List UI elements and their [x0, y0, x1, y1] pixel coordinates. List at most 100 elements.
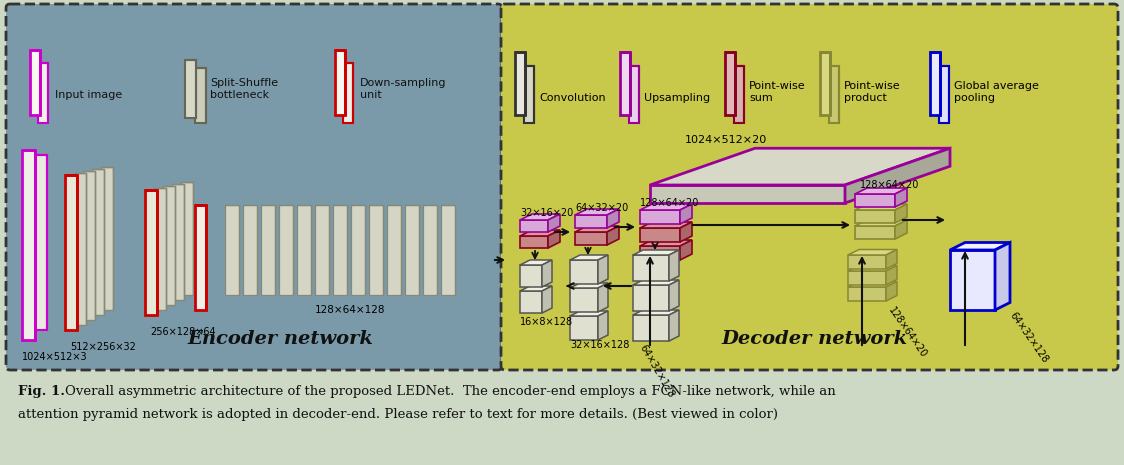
Polygon shape: [387, 205, 401, 295]
Polygon shape: [542, 260, 552, 287]
Polygon shape: [570, 311, 608, 316]
Polygon shape: [680, 240, 692, 260]
Polygon shape: [34, 155, 47, 330]
Polygon shape: [163, 186, 175, 305]
Polygon shape: [598, 283, 608, 312]
Polygon shape: [351, 205, 365, 295]
Polygon shape: [633, 315, 669, 341]
Polygon shape: [847, 271, 886, 285]
Polygon shape: [74, 173, 87, 325]
Polygon shape: [520, 291, 542, 313]
Polygon shape: [575, 215, 607, 228]
Text: Overall asymmetric architecture of the proposed LEDNet.  The encoder-end employs: Overall asymmetric architecture of the p…: [65, 385, 836, 398]
Polygon shape: [633, 280, 679, 285]
Polygon shape: [333, 205, 347, 295]
Text: Decoder network: Decoder network: [722, 330, 908, 348]
Polygon shape: [520, 265, 542, 287]
Polygon shape: [38, 63, 48, 123]
Polygon shape: [225, 205, 239, 295]
Polygon shape: [570, 288, 598, 312]
Polygon shape: [343, 63, 353, 123]
Polygon shape: [598, 255, 608, 284]
Polygon shape: [83, 171, 96, 320]
Polygon shape: [194, 68, 206, 123]
Polygon shape: [520, 230, 560, 236]
Polygon shape: [575, 232, 607, 245]
Polygon shape: [830, 66, 839, 123]
Text: 32×16×20: 32×16×20: [520, 208, 573, 218]
Text: 16×8×128: 16×8×128: [520, 317, 573, 327]
Polygon shape: [640, 228, 680, 242]
Text: 256×128×64: 256×128×64: [149, 327, 216, 337]
Polygon shape: [633, 285, 669, 311]
Polygon shape: [650, 148, 950, 185]
Text: Point-wise
product: Point-wise product: [844, 81, 900, 103]
Text: 64×32×128: 64×32×128: [638, 343, 677, 399]
Polygon shape: [441, 205, 455, 295]
Polygon shape: [633, 310, 679, 315]
Text: 64×32×20: 64×32×20: [575, 203, 628, 213]
Text: Point-wise
sum: Point-wise sum: [749, 81, 806, 103]
Text: 512×256×32: 512×256×32: [70, 342, 136, 352]
Text: Upsampling: Upsampling: [644, 93, 710, 103]
Polygon shape: [895, 188, 907, 207]
Polygon shape: [855, 220, 907, 226]
Polygon shape: [847, 250, 897, 255]
Polygon shape: [575, 209, 619, 215]
Polygon shape: [520, 236, 549, 248]
Polygon shape: [549, 230, 560, 248]
Polygon shape: [886, 250, 897, 269]
Polygon shape: [315, 205, 329, 295]
FancyBboxPatch shape: [501, 4, 1118, 370]
Text: Split-Shuffle
bottleneck: Split-Shuffle bottleneck: [210, 79, 278, 100]
Polygon shape: [297, 205, 311, 295]
Polygon shape: [886, 266, 897, 285]
Polygon shape: [405, 205, 419, 295]
Polygon shape: [520, 260, 552, 265]
Polygon shape: [65, 175, 78, 330]
Polygon shape: [669, 280, 679, 311]
Polygon shape: [369, 205, 383, 295]
Text: 64×32×128: 64×32×128: [1008, 310, 1050, 365]
Polygon shape: [995, 243, 1010, 310]
Polygon shape: [620, 52, 629, 115]
Text: 128×64×20: 128×64×20: [640, 198, 699, 208]
Polygon shape: [520, 286, 552, 291]
Text: 1024×512×3: 1024×512×3: [22, 352, 88, 362]
Polygon shape: [950, 250, 995, 310]
Polygon shape: [30, 50, 40, 115]
Polygon shape: [855, 204, 907, 210]
Text: 128×64×20: 128×64×20: [886, 305, 928, 359]
Polygon shape: [847, 266, 897, 271]
Polygon shape: [145, 190, 157, 315]
Text: 128×64×20: 128×64×20: [860, 180, 919, 190]
Polygon shape: [607, 209, 619, 228]
Polygon shape: [243, 205, 257, 295]
Polygon shape: [821, 52, 830, 115]
Polygon shape: [633, 250, 679, 255]
Polygon shape: [423, 205, 437, 295]
Text: 1024×512×20: 1024×512×20: [685, 135, 768, 145]
Polygon shape: [847, 287, 886, 301]
Polygon shape: [939, 66, 949, 123]
Text: Encoder network: Encoder network: [187, 330, 373, 348]
Polygon shape: [598, 311, 608, 340]
Polygon shape: [640, 246, 680, 260]
Polygon shape: [734, 66, 744, 123]
Polygon shape: [847, 255, 886, 269]
Polygon shape: [181, 182, 193, 295]
Polygon shape: [185, 60, 196, 118]
Polygon shape: [855, 226, 895, 239]
Polygon shape: [515, 52, 525, 115]
Polygon shape: [855, 210, 895, 223]
Polygon shape: [950, 243, 1010, 250]
Polygon shape: [261, 205, 275, 295]
Polygon shape: [194, 205, 206, 310]
Polygon shape: [633, 255, 669, 281]
Polygon shape: [154, 188, 166, 310]
Text: Fig. 1.: Fig. 1.: [18, 385, 65, 398]
Polygon shape: [570, 283, 608, 288]
Polygon shape: [607, 226, 619, 245]
Polygon shape: [279, 205, 293, 295]
Polygon shape: [101, 167, 114, 310]
